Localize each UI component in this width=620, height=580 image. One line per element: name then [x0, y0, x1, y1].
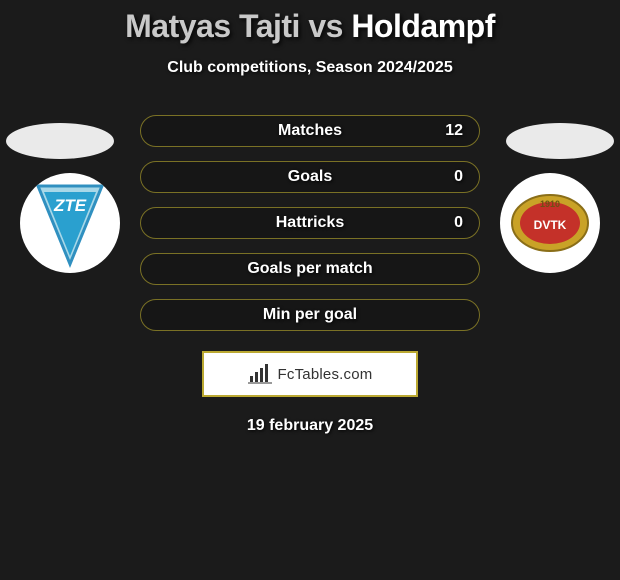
club2-badge: 1910 DVTK	[500, 173, 600, 273]
stat-row-goals: Goals 0	[140, 161, 480, 193]
zte-logo-icon: ZTE	[30, 178, 110, 268]
dvtk-logo-icon: 1910 DVTK	[510, 183, 590, 263]
brand-text: FcTables.com	[278, 366, 373, 383]
svg-text:DVTK: DVTK	[534, 218, 567, 232]
stat-value: 12	[445, 122, 463, 140]
stat-row-hattricks: Hattricks 0	[140, 207, 480, 239]
svg-text:ZTE: ZTE	[53, 196, 87, 215]
header: Matyas Tajti vs Holdampf Club competitio…	[0, 0, 620, 77]
stat-value: 0	[454, 168, 463, 186]
main-content: ZTE 1910 DVTK Matches 12 Goals 0 Hattric…	[0, 115, 620, 435]
stats-list: Matches 12 Goals 0 Hattricks 0 Goals per…	[140, 115, 480, 331]
stat-row-goals-per-match: Goals per match	[140, 253, 480, 285]
stat-label: Goals	[288, 168, 332, 186]
player2-name: Holdampf	[351, 8, 495, 44]
stat-label: Hattricks	[276, 214, 344, 232]
date-label: 19 february 2025	[0, 417, 620, 435]
bar-chart-icon	[248, 364, 272, 384]
stat-row-min-per-goal: Min per goal	[140, 299, 480, 331]
stat-label: Matches	[278, 122, 342, 140]
player1-avatar-placeholder	[6, 123, 114, 159]
player1-name: Matyas Tajti	[125, 8, 300, 44]
stat-label: Goals per match	[247, 260, 372, 278]
stat-label: Min per goal	[263, 306, 357, 324]
stat-value: 0	[454, 214, 463, 232]
vs-text: vs	[308, 8, 343, 44]
club1-badge: ZTE	[20, 173, 120, 273]
page-title: Matyas Tajti vs Holdampf	[0, 8, 620, 45]
player2-avatar-placeholder	[506, 123, 614, 159]
stat-row-matches: Matches 12	[140, 115, 480, 147]
subtitle: Club competitions, Season 2024/2025	[0, 59, 620, 77]
svg-text:1910: 1910	[540, 199, 560, 209]
brand-badge[interactable]: FcTables.com	[202, 351, 418, 397]
